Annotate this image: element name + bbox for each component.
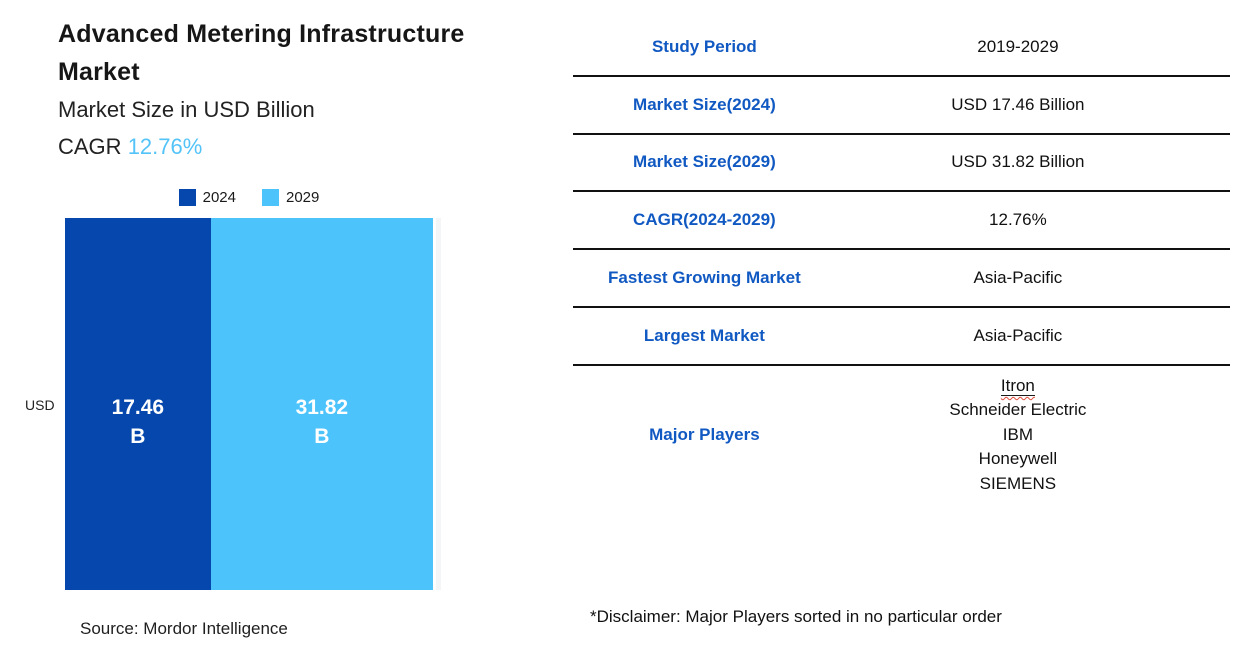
cagr-label: CAGR	[58, 134, 128, 159]
row-value-largest-market: Asia-Pacific	[973, 325, 1063, 345]
table-row: Market Size(2029) USD 31.82 Billion	[573, 135, 1230, 193]
row-value-cagr: 12.76%	[989, 210, 1047, 230]
bar-2029-value: 31.82	[295, 396, 349, 419]
row-label-major-players: Major Players	[649, 425, 760, 445]
table-row: Fastest Growing Market Asia-Pacific	[573, 250, 1230, 308]
bar-2029-label: 31.82 B	[296, 393, 349, 451]
legend-label-2024: 2024	[202, 189, 236, 206]
player-name-underlined: Itron	[1000, 375, 1035, 397]
y-axis-unit-label: USD	[25, 397, 55, 413]
bar-chart: 17.46 B 31.82 B	[65, 218, 433, 590]
page-title: Advanced Metering Infrastructure Market	[58, 20, 465, 86]
row-value-market-size-2029: USD 31.82 Billion	[951, 152, 1085, 172]
chart-subtitle: Market Size in USD Billion	[58, 97, 315, 122]
player-item: Honeywell	[978, 449, 1058, 469]
cagr-line: CAGR 12.76%	[58, 128, 540, 165]
disclaimer-note: *Disclaimer: Major Players sorted in no …	[590, 607, 1002, 626]
row-label-fastest-growing-market: Fastest Growing Market	[608, 268, 801, 288]
table-row-major-players: Major Players Itron Schneider Electric I…	[573, 366, 1230, 507]
table-row: CAGR(2024-2029) 12.76%	[573, 192, 1230, 251]
legend-item-2024: 2024	[178, 189, 236, 206]
row-value-market-size-2024: USD 17.46 Billion	[951, 94, 1085, 114]
row-value-fastest-growing-market: Asia-Pacific	[973, 268, 1063, 288]
table-row: Largest Market Asia-Pacific	[573, 308, 1230, 366]
header-block: Advanced Metering Infrastructure Market …	[58, 15, 540, 165]
row-label-cagr: CAGR(2024-2029)	[633, 210, 776, 230]
player-name: Itron	[1000, 375, 1035, 395]
bar-2029: 31.82 B	[210, 218, 433, 590]
player-item: Itron	[836, 374, 1200, 399]
row-label-study-period: Study Period	[651, 36, 757, 56]
row-label-market-size-2024: Market Size(2024)	[633, 94, 776, 114]
player-item: Schneider Electric	[949, 400, 1087, 420]
bar-2024: 17.46 B	[65, 218, 211, 590]
bar-2024-value: 17.46	[111, 396, 165, 419]
legend-swatch-2029	[262, 189, 279, 206]
source-note: Source: Mordor Intelligence	[80, 619, 288, 638]
legend-label-2029: 2029	[286, 189, 320, 206]
row-label-market-size-2029: Market Size(2029)	[633, 152, 776, 172]
major-players-list: Itron Schneider Electric IBM Honeywell S…	[836, 374, 1230, 497]
bar-2029-unit: B	[314, 425, 330, 448]
table-row: Market Size(2024) USD 17.46 Billion	[573, 77, 1230, 135]
row-value-study-period: 2019-2029	[977, 36, 1059, 56]
legend-item-2029: 2029	[262, 189, 319, 206]
player-item: SIEMENS	[979, 473, 1057, 493]
bar-2024-unit: B	[130, 425, 146, 448]
legend-swatch-2024	[178, 189, 196, 206]
cagr-value: 12.76%	[127, 134, 203, 159]
row-label-largest-market: Largest Market	[643, 325, 765, 345]
plot-area-edge	[436, 218, 441, 590]
chart-legend: 2024 2029	[65, 189, 433, 206]
stats-table: Study Period 2019-2029 Market Size(2024)…	[573, 19, 1230, 506]
player-item: IBM	[1002, 424, 1033, 444]
bar-2024-label: 17.46 B	[112, 393, 165, 451]
table-row: Study Period 2019-2029	[573, 19, 1230, 77]
